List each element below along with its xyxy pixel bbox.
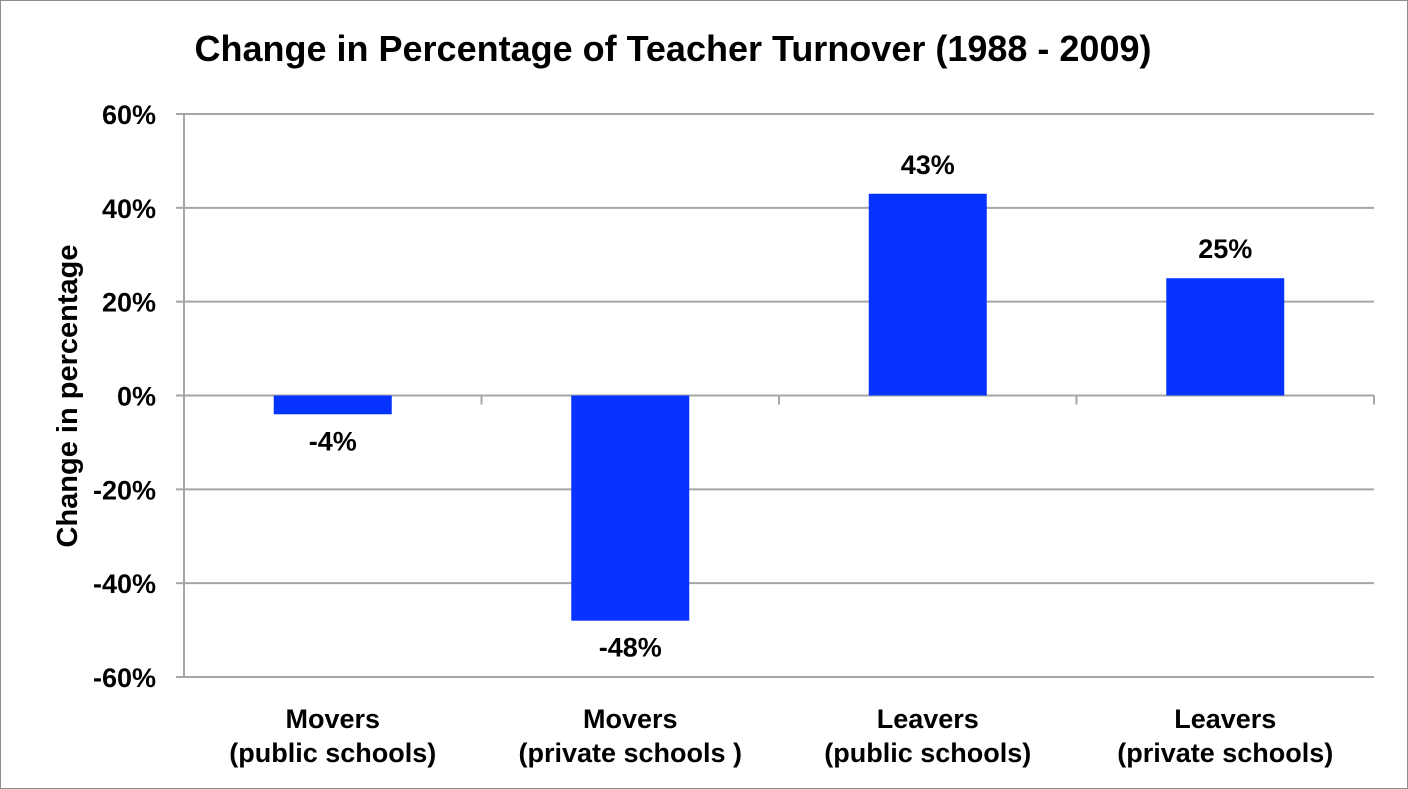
y-tick-label: -60% [93,663,156,693]
y-tick-label: 0% [117,382,156,412]
x-tick-label: Movers (public schools) [229,704,436,768]
x-tick-label-line: (public schools) [824,738,1031,768]
bar [1166,278,1285,396]
data-label: 43% [901,150,955,180]
data-label: -48% [599,633,662,663]
x-tick-label: Leavers (public schools) [824,704,1031,768]
x-tick-label-line: Leavers [877,704,979,734]
x-tick-label: Movers (private schools ) [518,704,742,768]
y-tick-label: 20% [102,288,156,318]
y-tick-label: 60% [102,100,156,130]
x-tick-label: Leavers (private schools) [1117,704,1333,768]
x-tick-label-line: (private schools) [1117,738,1333,768]
x-tick-label-line: (private schools ) [518,738,742,768]
y-tick-label: -40% [93,569,156,599]
bar [868,193,987,396]
x-tick-label-line: Movers [285,704,380,734]
y-axis-label: Change in percentage [52,245,84,548]
x-tick-label-line: Leavers [1174,704,1276,734]
data-labels: -4% -48% 43% 25% [309,150,1253,663]
x-tick-label-line: (public schools) [229,738,436,768]
bar [273,395,392,415]
y-tick-labels: 60% 40% 20% 0% -20% -40% -60% [93,100,156,693]
data-label: -4% [309,426,357,456]
x-tick-labels: Movers (public schools) Movers (private sch… [229,704,1333,768]
y-tick-label: -20% [93,475,156,505]
y-tick-label: 40% [102,194,156,224]
bar [571,395,690,621]
bars [273,193,1285,621]
chart-title: Change in Percentage of Teacher Turnover… [195,28,1152,69]
data-label: 25% [1198,234,1252,264]
x-tick-label-line: Movers [583,704,678,734]
